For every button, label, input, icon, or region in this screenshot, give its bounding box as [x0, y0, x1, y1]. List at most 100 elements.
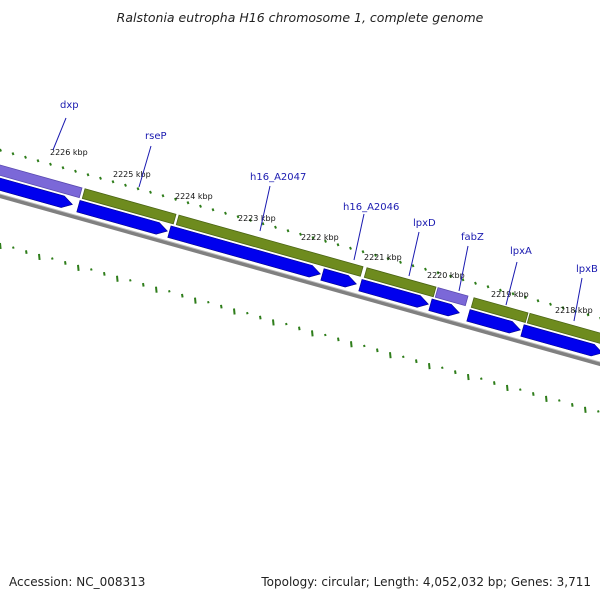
cds-arrow	[358, 278, 429, 308]
gc-tick-inner	[311, 330, 314, 337]
gc-tick-inner	[272, 319, 275, 326]
kbp-tick-label: 2225 kbp	[113, 170, 151, 179]
gc-tick-outer	[411, 264, 415, 268]
gc-tick-inner	[402, 355, 405, 359]
gc-tick-inner	[220, 304, 223, 309]
gc-tick-outer	[549, 302, 552, 306]
gc-tick-outer	[236, 215, 240, 219]
kbp-tick-label: 2222 kbp	[301, 233, 339, 242]
cds-arrow	[520, 324, 600, 357]
gc-tick-inner	[389, 352, 392, 359]
genome-stats: Topology: circular; Length: 4,052,032 bp…	[261, 575, 591, 589]
gc-tick-outer	[311, 236, 315, 240]
gc-tick-inner	[493, 381, 496, 385]
gc-tick-inner	[363, 344, 366, 348]
gc-tick-inner	[506, 384, 509, 392]
gc-tick-inner	[64, 261, 67, 265]
gc-tick-inner	[571, 402, 574, 407]
gc-tick-inner	[103, 271, 106, 276]
gc-tick-inner	[467, 373, 470, 381]
gc-tick-inner	[168, 290, 171, 293]
gc-tick-outer	[0, 148, 2, 152]
gc-tick-outer	[561, 306, 565, 310]
gene-label: lpxB	[576, 264, 598, 275]
gc-tick-inner	[246, 311, 249, 315]
gene-label: dxp	[60, 100, 79, 111]
gc-tick-inner	[480, 377, 483, 380]
cds-arrow	[428, 298, 460, 317]
gc-tick-outer	[586, 313, 590, 317]
cds-arrow	[0, 177, 73, 208]
gc-tick-outer	[24, 155, 27, 159]
gc-tick-outer	[424, 267, 427, 271]
gc-tick-inner	[207, 300, 210, 304]
gc-tick-outer	[161, 194, 165, 198]
gene-label: rseP	[145, 131, 167, 142]
gc-tick-inner	[545, 395, 548, 402]
gene-label: fabZ	[461, 232, 484, 243]
gc-tick-inner	[194, 297, 197, 304]
gene-label: lpxD	[413, 218, 436, 229]
kbp-tick-label: 2220 kbp	[427, 271, 465, 280]
gc-tick-inner	[142, 282, 145, 287]
gc-tick-inner	[428, 363, 431, 370]
gene-label-leader	[353, 213, 365, 261]
gene-block	[363, 267, 437, 298]
gc-tick-outer	[374, 253, 377, 257]
gc-tick-inner	[350, 341, 353, 348]
gc-tick-outer	[511, 292, 515, 296]
gc-tick-outer	[211, 208, 215, 212]
gc-tick-inner	[558, 399, 561, 402]
gc-tick-outer	[499, 288, 502, 292]
gc-tick-outer	[361, 250, 365, 254]
gene-block	[526, 312, 600, 344]
kbp-tick-label: 2219 kbp	[491, 290, 529, 299]
cds-arrow	[76, 200, 168, 235]
gc-tick-inner	[285, 322, 288, 326]
cds-arrow	[320, 268, 357, 288]
gc-tick-inner	[77, 264, 80, 271]
gc-tick-outer	[386, 257, 390, 261]
gene-label-leader	[259, 185, 271, 232]
gene-label: h16_A2047	[250, 172, 306, 183]
gc-tick-outer	[11, 152, 15, 156]
gc-tick-inner	[129, 279, 132, 282]
gene-label-leader	[52, 117, 67, 151]
gc-tick-outer	[324, 239, 327, 243]
kbp-tick-label: 2223 kbp	[238, 214, 276, 223]
gc-tick-outer	[261, 222, 265, 226]
gene-block	[470, 297, 529, 323]
gc-tick-inner	[376, 348, 379, 353]
gc-tick-outer	[61, 166, 65, 170]
gc-tick-inner	[38, 253, 41, 261]
gc-tick-inner	[415, 359, 418, 364]
gc-tick-inner	[25, 250, 28, 254]
gc-tick-inner	[454, 370, 457, 375]
gc-tick-outer	[461, 278, 465, 282]
gc-tick-outer	[349, 246, 352, 250]
gc-tick-outer	[436, 271, 440, 275]
kbp-tick-label: 2218 kbp	[555, 306, 593, 315]
gc-tick-outer	[224, 211, 227, 215]
gc-tick-outer	[86, 173, 90, 177]
kbp-tick-label: 2221 kbp	[364, 253, 402, 262]
gc-tick-outer	[49, 162, 52, 166]
gc-tick-inner	[337, 337, 340, 342]
gc-tick-outer	[36, 159, 40, 163]
cds-arrow	[466, 309, 521, 334]
gc-tick-outer	[474, 281, 477, 285]
gc-tick-outer	[399, 260, 402, 264]
gc-tick-inner	[519, 388, 522, 391]
cds-arrow	[167, 225, 321, 278]
gc-tick-inner	[155, 286, 158, 293]
gene-label-leader	[138, 145, 152, 188]
gc-tick-inner	[181, 293, 184, 298]
genome-backbone-highlight	[0, 193, 600, 363]
gc-tick-outer	[286, 229, 290, 233]
gene-label: lpxA	[510, 246, 532, 257]
gene-label-leader	[573, 277, 583, 322]
gene-block	[0, 164, 83, 199]
kbp-tick-label: 2224 kbp	[175, 192, 213, 201]
gc-tick-outer	[149, 190, 152, 194]
